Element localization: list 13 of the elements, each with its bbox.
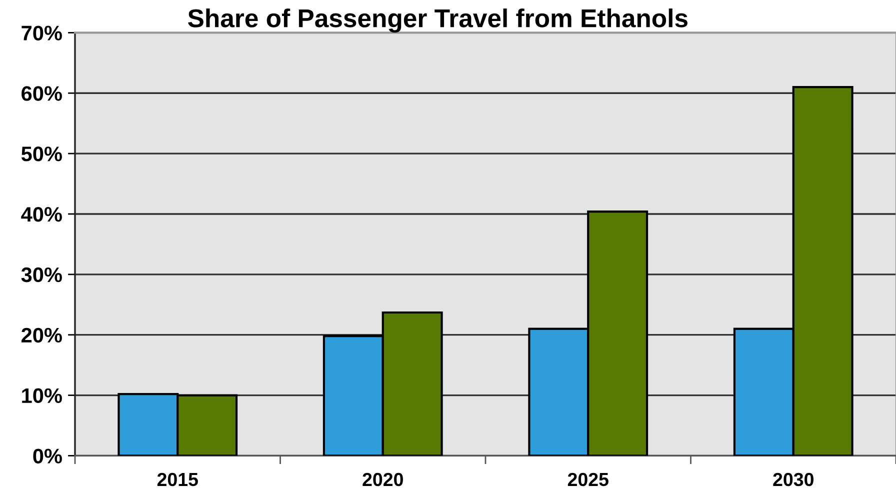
y-tick-label: 20% bbox=[22, 328, 62, 343]
y-tick-label: 50% bbox=[21, 146, 62, 162]
x-tick-label: 2030 bbox=[773, 472, 814, 486]
x-tick-label: 2025 bbox=[568, 472, 608, 486]
chart-title: Share of Passenger Travel from Ethanols bbox=[188, 8, 688, 33]
y-tick-label: 60% bbox=[22, 86, 62, 101]
y-tick-label: 30% bbox=[21, 267, 62, 282]
x-tick-label: 2020 bbox=[362, 472, 403, 486]
y-tick-label: 10% bbox=[22, 388, 62, 404]
y-tick-label: 70% bbox=[22, 26, 62, 40]
y-tick-label: 0% bbox=[33, 448, 62, 464]
x-tick-label: 2015 bbox=[157, 472, 198, 486]
y-tick-label: 40% bbox=[21, 206, 62, 222]
